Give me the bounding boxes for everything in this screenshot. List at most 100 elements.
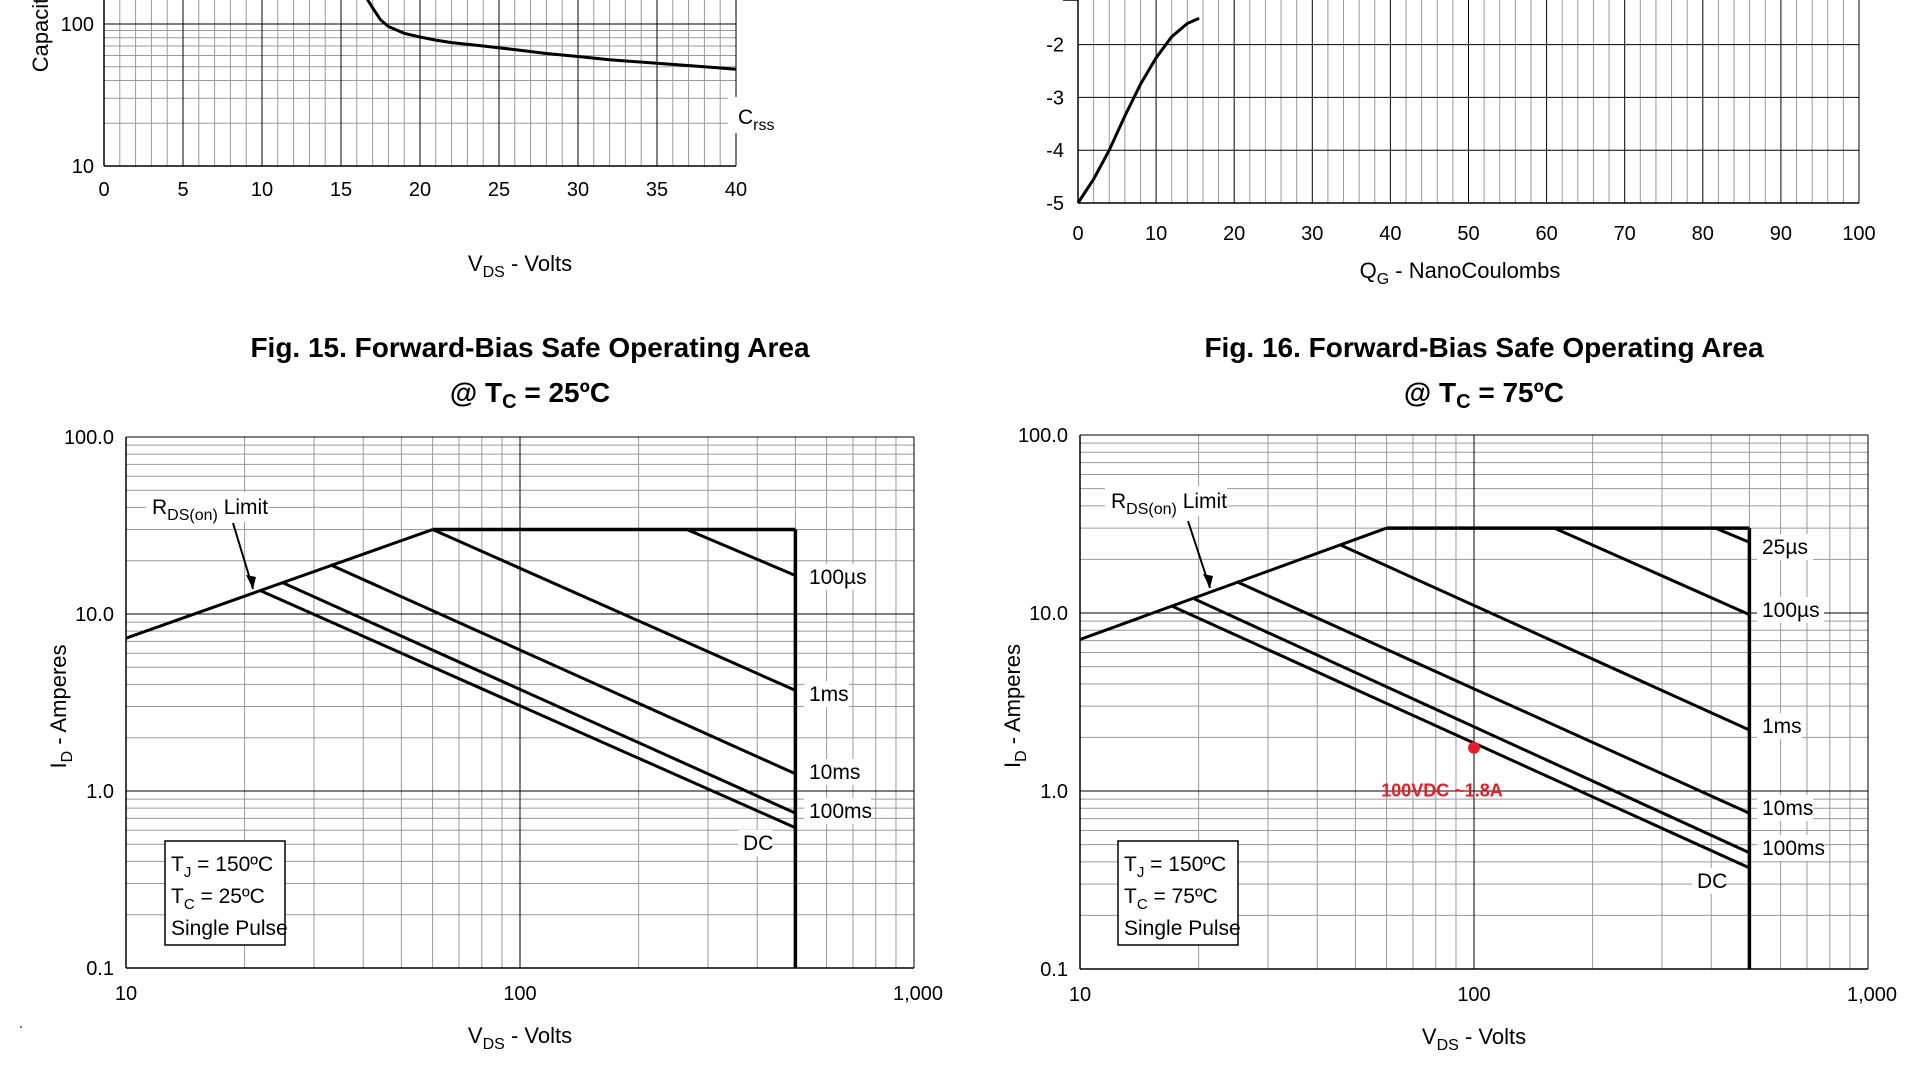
series-label-bg — [1757, 597, 1824, 623]
chart-subtitle-rest: = 25ºC — [517, 377, 611, 408]
series-label: 10ms — [809, 761, 860, 784]
x-tick-label: 40 — [1379, 223, 1401, 245]
y-axis-label-rest: - Amperes — [46, 644, 71, 750]
series-label: DC — [743, 832, 773, 855]
condition-text: TC = 75ºC — [1124, 885, 1218, 913]
rds-label-main: R — [1111, 490, 1126, 513]
rds-pointer-arrowhead — [1203, 574, 1213, 588]
series-line-100ms — [282, 581, 797, 815]
chart-subtitle-sub: C — [502, 391, 516, 413]
y-axis-label-main: I — [1000, 762, 1025, 768]
condition-rest: = 75ºC — [1148, 885, 1218, 908]
x-axis-label: QG - NanoCoulombs — [1360, 258, 1561, 288]
operating-point-marker — [1468, 741, 1480, 754]
y-axis-label-sub: D — [1013, 750, 1030, 762]
x-axis-label-rest: - NanoCoulombs — [1389, 258, 1560, 283]
series-label-crss-sub: rss — [753, 117, 774, 134]
x-tick-label: 15 — [330, 179, 352, 201]
series-line-100ms — [1193, 597, 1751, 855]
x-axis-label-main: V — [468, 251, 483, 276]
chart-gate-charge: -2 -3 -4 -5 0 10 20 30 40 50 60 70 80 90 100 QG - NanoC… — [1046, 0, 1876, 288]
rds-pointer-arrowhead — [246, 575, 256, 589]
rds-limit-label: RDS(on) Limit — [1111, 490, 1227, 518]
series-line-100s — [1553, 526, 1751, 616]
rds-label-rest: Limit — [1177, 490, 1227, 513]
condition-main: T — [171, 853, 184, 876]
x-axis-label-sub: DS — [483, 1036, 505, 1053]
rds-limit-line — [125, 528, 434, 640]
series-label: 100ms — [809, 800, 872, 823]
crss-label-bg — [728, 97, 784, 133]
x-axis-label-rest: - Volts — [1459, 1024, 1526, 1049]
operating-point-label: 100VDC ~1.8A — [1381, 781, 1503, 801]
condition-sub: J — [184, 864, 192, 881]
series-line-1ms — [431, 528, 797, 692]
x-axis-label: VDS - Volts — [468, 251, 572, 281]
condition-rest: = 150ºC — [1144, 853, 1226, 876]
rds-label-sub: DS(on) — [167, 507, 218, 524]
condition-sub: J — [1137, 864, 1145, 881]
series-label-bg — [804, 681, 849, 707]
series-label: 1ms — [1762, 715, 1802, 738]
x-tick-label: 60 — [1535, 223, 1557, 245]
chart-subtitle-main: @ T — [450, 377, 502, 408]
y-tick-label: -2 — [1046, 35, 1064, 57]
condition-main: T — [1124, 885, 1137, 908]
x-tick-label: 30 — [1301, 223, 1323, 245]
y-tick-label: 10.0 — [1029, 603, 1068, 625]
chart-subtitle: @ TC = 25ºC — [450, 377, 610, 413]
series-label: DC — [1697, 870, 1727, 893]
chart-title: Fig. 16. Forward-Bias Safe Operating Are… — [1204, 332, 1764, 363]
condition-main: Single Pulse — [1124, 917, 1241, 940]
series-label-bg — [1757, 713, 1802, 739]
y-tick-label: -4 — [1046, 140, 1064, 162]
rds-label-rest: Limit — [218, 496, 268, 519]
x-tick-label: 30 — [567, 179, 589, 201]
x-axis-label-main: V — [468, 1023, 483, 1048]
chart-subtitle: @ TC = 75ºC — [1404, 377, 1564, 413]
x-axis-label-sub: DS — [1437, 1037, 1459, 1054]
x-tick-label: 10 — [115, 983, 137, 1005]
x-tick-label: 20 — [409, 179, 431, 201]
chart-title: Fig. 15. Forward-Bias Safe Operating Are… — [250, 332, 810, 363]
x-tick-label: 50 — [1457, 223, 1479, 245]
x-tick-label: 0 — [98, 179, 109, 201]
condition-text: Single Pulse — [171, 917, 288, 940]
series-line-1ms — [1340, 543, 1751, 732]
x-axis-label-main: Q — [1360, 258, 1377, 283]
series-label-bg — [1757, 835, 1824, 861]
chart-soa-fig16: 0.1 1.0 10.0 100.0 10 100 1,000 Fig. 16. Forwar… — [1000, 332, 1897, 1054]
y-axis-label-sub: D — [59, 751, 76, 763]
condition-text: TJ = 150ºC — [1124, 853, 1226, 881]
x-tick-label: 40 — [725, 179, 747, 201]
series-label-bg — [804, 759, 860, 785]
x-tick-label: 25 — [488, 179, 510, 201]
conditions-box — [164, 840, 286, 946]
chart-subtitle-rest: = 75ºC — [1471, 377, 1565, 408]
condition-sub: C — [1137, 896, 1148, 913]
x-tick-label: 1,000 — [1847, 984, 1897, 1006]
x-tick-label: 10 — [251, 179, 273, 201]
x-axis-label: VDS - Volts — [468, 1023, 572, 1053]
x-tick-label: 100 — [1457, 984, 1490, 1006]
chart-subtitle-main: @ T — [1404, 377, 1456, 408]
series-label: 1ms — [809, 683, 849, 706]
x-tick-label: 70 — [1614, 223, 1636, 245]
y-tick-label: 0.1 — [86, 958, 114, 980]
series-label-crss-main: C — [738, 106, 753, 129]
x-axis-label-main: V — [1422, 1024, 1437, 1049]
y-axis-label: ID - Amperes — [46, 644, 76, 768]
series-label-crss: Crss — [738, 106, 775, 134]
x-axis-label-sub: G — [1377, 271, 1389, 288]
condition-rest: = 150ºC — [191, 853, 273, 876]
series-line-25s — [1714, 526, 1750, 544]
condition-sub: C — [184, 896, 195, 913]
x-tick-label: 20 — [1223, 223, 1245, 245]
x-axis-label: VDS - Volts — [1422, 1024, 1526, 1054]
rds-label-sub: DS(on) — [1126, 501, 1177, 518]
series-label: 25µs — [1762, 536, 1808, 559]
rds-limit-label: RDS(on) Limit — [152, 496, 268, 524]
x-tick-label: 35 — [646, 179, 668, 201]
y-tick-label: 100 — [61, 14, 94, 36]
